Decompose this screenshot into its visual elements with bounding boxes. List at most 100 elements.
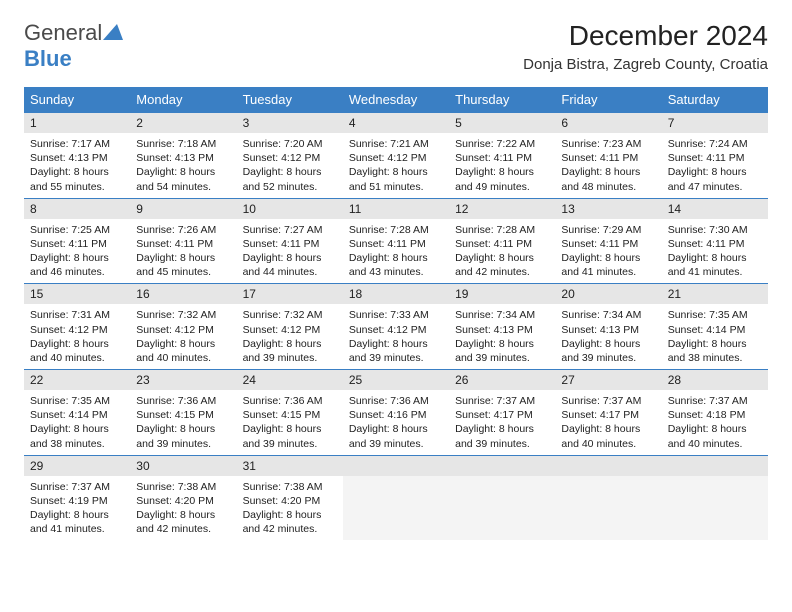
- daylight-text-1: Daylight: 8 hours: [243, 422, 337, 436]
- calendar-day-cell: 20Sunrise: 7:34 AMSunset: 4:13 PMDayligh…: [555, 284, 661, 370]
- day-number: 19: [449, 284, 555, 304]
- calendar-week-row: 1Sunrise: 7:17 AMSunset: 4:13 PMDaylight…: [24, 113, 768, 199]
- sunset-text: Sunset: 4:13 PM: [136, 151, 230, 165]
- calendar-day-cell: 22Sunrise: 7:35 AMSunset: 4:14 PMDayligh…: [24, 370, 130, 456]
- sunset-text: Sunset: 4:11 PM: [349, 237, 443, 251]
- day-number: 28: [662, 370, 768, 390]
- daylight-text-1: Daylight: 8 hours: [30, 337, 124, 351]
- day-number: 26: [449, 370, 555, 390]
- weekday-header-row: Sunday Monday Tuesday Wednesday Thursday…: [24, 87, 768, 113]
- day-data: Sunrise: 7:23 AMSunset: 4:11 PMDaylight:…: [555, 133, 661, 198]
- day-number: 15: [24, 284, 130, 304]
- daylight-text-2: and 47 minutes.: [668, 180, 762, 194]
- daylight-text-2: and 39 minutes.: [561, 351, 655, 365]
- sunset-text: Sunset: 4:18 PM: [668, 408, 762, 422]
- calendar-day-cell: 14Sunrise: 7:30 AMSunset: 4:11 PMDayligh…: [662, 198, 768, 284]
- sunrise-text: Sunrise: 7:37 AM: [668, 394, 762, 408]
- calendar-day-cell: [662, 455, 768, 540]
- day-data: Sunrise: 7:35 AMSunset: 4:14 PMDaylight:…: [662, 304, 768, 369]
- empty-day: [555, 456, 661, 476]
- calendar-week-row: 8Sunrise: 7:25 AMSunset: 4:11 PMDaylight…: [24, 198, 768, 284]
- calendar-table: Sunday Monday Tuesday Wednesday Thursday…: [24, 87, 768, 540]
- day-data: Sunrise: 7:36 AMSunset: 4:15 PMDaylight:…: [130, 390, 236, 455]
- calendar-day-cell: [343, 455, 449, 540]
- sunset-text: Sunset: 4:11 PM: [561, 237, 655, 251]
- daylight-text-2: and 52 minutes.: [243, 180, 337, 194]
- weekday-header: Sunday: [24, 87, 130, 113]
- daylight-text-2: and 42 minutes.: [243, 522, 337, 536]
- daylight-text-1: Daylight: 8 hours: [561, 422, 655, 436]
- daylight-text-2: and 39 minutes.: [455, 351, 549, 365]
- sunset-text: Sunset: 4:11 PM: [136, 237, 230, 251]
- day-data: Sunrise: 7:18 AMSunset: 4:13 PMDaylight:…: [130, 133, 236, 198]
- day-number: 2: [130, 113, 236, 133]
- day-data: Sunrise: 7:37 AMSunset: 4:17 PMDaylight:…: [449, 390, 555, 455]
- day-data: Sunrise: 7:25 AMSunset: 4:11 PMDaylight:…: [24, 219, 130, 284]
- day-number: 5: [449, 113, 555, 133]
- daylight-text-2: and 55 minutes.: [30, 180, 124, 194]
- calendar-day-cell: 18Sunrise: 7:33 AMSunset: 4:12 PMDayligh…: [343, 284, 449, 370]
- calendar-day-cell: 6Sunrise: 7:23 AMSunset: 4:11 PMDaylight…: [555, 113, 661, 199]
- weekday-header: Friday: [555, 87, 661, 113]
- sunset-text: Sunset: 4:17 PM: [561, 408, 655, 422]
- empty-day: [449, 456, 555, 476]
- day-number: 3: [237, 113, 343, 133]
- day-number: 10: [237, 199, 343, 219]
- day-data: Sunrise: 7:27 AMSunset: 4:11 PMDaylight:…: [237, 219, 343, 284]
- calendar-day-cell: 12Sunrise: 7:28 AMSunset: 4:11 PMDayligh…: [449, 198, 555, 284]
- sunrise-text: Sunrise: 7:28 AM: [349, 223, 443, 237]
- calendar-day-cell: 11Sunrise: 7:28 AMSunset: 4:11 PMDayligh…: [343, 198, 449, 284]
- daylight-text-1: Daylight: 8 hours: [243, 508, 337, 522]
- sunset-text: Sunset: 4:11 PM: [455, 151, 549, 165]
- sunset-text: Sunset: 4:20 PM: [243, 494, 337, 508]
- title-block: December 2024 Donja Bistra, Zagreb Count…: [523, 20, 768, 73]
- empty-day: [343, 456, 449, 476]
- calendar-day-cell: 23Sunrise: 7:36 AMSunset: 4:15 PMDayligh…: [130, 370, 236, 456]
- day-data: Sunrise: 7:31 AMSunset: 4:12 PMDaylight:…: [24, 304, 130, 369]
- day-number: 13: [555, 199, 661, 219]
- daylight-text-1: Daylight: 8 hours: [243, 251, 337, 265]
- sunset-text: Sunset: 4:17 PM: [455, 408, 549, 422]
- sunset-text: Sunset: 4:13 PM: [455, 323, 549, 337]
- logo-triangle-icon: [103, 24, 123, 40]
- day-data: Sunrise: 7:37 AMSunset: 4:18 PMDaylight:…: [662, 390, 768, 455]
- calendar-day-cell: [555, 455, 661, 540]
- day-number: 6: [555, 113, 661, 133]
- day-number: 7: [662, 113, 768, 133]
- daylight-text-2: and 40 minutes.: [30, 351, 124, 365]
- sunset-text: Sunset: 4:12 PM: [243, 151, 337, 165]
- daylight-text-2: and 43 minutes.: [349, 265, 443, 279]
- daylight-text-2: and 39 minutes.: [243, 437, 337, 451]
- daylight-text-2: and 40 minutes.: [136, 351, 230, 365]
- sunrise-text: Sunrise: 7:34 AM: [455, 308, 549, 322]
- day-number: 11: [343, 199, 449, 219]
- day-data: Sunrise: 7:17 AMSunset: 4:13 PMDaylight:…: [24, 133, 130, 198]
- daylight-text-2: and 38 minutes.: [668, 351, 762, 365]
- day-data: Sunrise: 7:26 AMSunset: 4:11 PMDaylight:…: [130, 219, 236, 284]
- calendar-day-cell: 27Sunrise: 7:37 AMSunset: 4:17 PMDayligh…: [555, 370, 661, 456]
- day-number: 1: [24, 113, 130, 133]
- daylight-text-1: Daylight: 8 hours: [30, 165, 124, 179]
- sunset-text: Sunset: 4:12 PM: [349, 151, 443, 165]
- sunrise-text: Sunrise: 7:23 AM: [561, 137, 655, 151]
- sunrise-text: Sunrise: 7:35 AM: [668, 308, 762, 322]
- day-data: Sunrise: 7:28 AMSunset: 4:11 PMDaylight:…: [449, 219, 555, 284]
- calendar-day-cell: 9Sunrise: 7:26 AMSunset: 4:11 PMDaylight…: [130, 198, 236, 284]
- sunrise-text: Sunrise: 7:38 AM: [243, 480, 337, 494]
- weekday-header: Thursday: [449, 87, 555, 113]
- day-number: 4: [343, 113, 449, 133]
- daylight-text-2: and 42 minutes.: [455, 265, 549, 279]
- calendar-day-cell: 19Sunrise: 7:34 AMSunset: 4:13 PMDayligh…: [449, 284, 555, 370]
- daylight-text-1: Daylight: 8 hours: [668, 422, 762, 436]
- daylight-text-2: and 48 minutes.: [561, 180, 655, 194]
- daylight-text-2: and 42 minutes.: [136, 522, 230, 536]
- sunrise-text: Sunrise: 7:17 AM: [30, 137, 124, 151]
- sunrise-text: Sunrise: 7:30 AM: [668, 223, 762, 237]
- day-number: 23: [130, 370, 236, 390]
- empty-day: [662, 456, 768, 476]
- sunset-text: Sunset: 4:13 PM: [561, 323, 655, 337]
- calendar-day-cell: 25Sunrise: 7:36 AMSunset: 4:16 PMDayligh…: [343, 370, 449, 456]
- calendar-day-cell: 30Sunrise: 7:38 AMSunset: 4:20 PMDayligh…: [130, 455, 236, 540]
- day-number: 21: [662, 284, 768, 304]
- calendar-week-row: 22Sunrise: 7:35 AMSunset: 4:14 PMDayligh…: [24, 370, 768, 456]
